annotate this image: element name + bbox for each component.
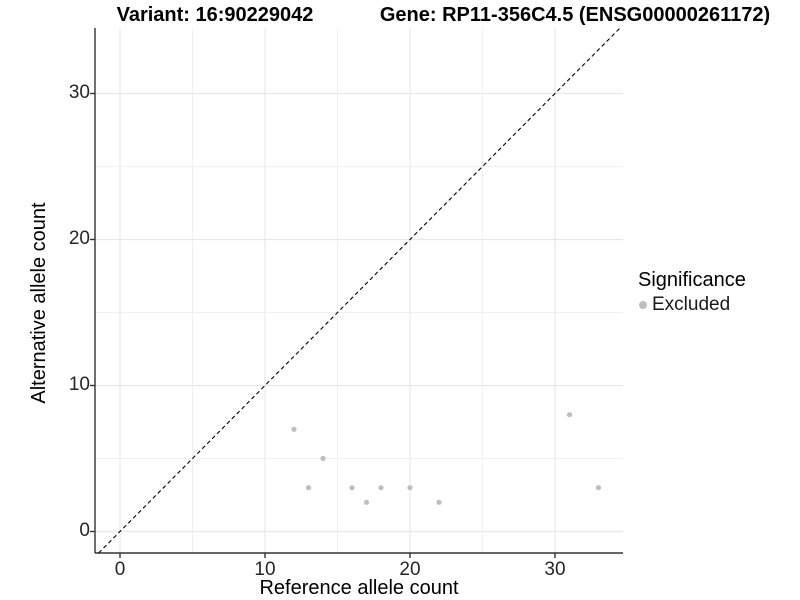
x-axis-title: Reference allele count [259, 577, 459, 599]
data-point [436, 499, 442, 505]
variant-title: Variant: 16:90229042 [116, 4, 314, 26]
x-tick-label-0: 0 [114, 559, 126, 580]
data-point [291, 426, 297, 432]
data-point [349, 485, 355, 491]
major-gridlines [95, 28, 623, 553]
y-tick-label-0: 0 [79, 520, 90, 541]
legend-item-excluded: Excluded [638, 294, 746, 316]
gene-title: Gene: RP11-356C4.5 (ENSG00000261172) [379, 4, 771, 26]
identity-dashed-line [98, 27, 621, 554]
legend-key-dot-icon [639, 301, 647, 309]
data-point [363, 499, 370, 505]
data-point [407, 485, 413, 491]
y-tick-label-30: 30 [68, 82, 90, 103]
y-tick-label-20: 20 [68, 228, 90, 249]
data-point [566, 412, 573, 418]
data-point [378, 485, 384, 491]
tick-marks [90, 92, 556, 558]
x-tick-label-30: 30 [544, 559, 566, 580]
legend-item-label: Excluded [652, 294, 731, 315]
x-tick-label-20: 20 [399, 559, 421, 580]
axis-lines [94, 28, 623, 554]
minor-gridlines [95, 28, 623, 553]
data-points [291, 412, 602, 505]
data-point [595, 485, 602, 491]
identity-line [98, 27, 621, 554]
data-point [305, 485, 312, 491]
y-axis-title: Alternative allele count [28, 202, 50, 404]
legend-title: Significance [638, 269, 746, 291]
data-point [320, 455, 326, 462]
legend: Significance Excluded [638, 269, 746, 316]
x-tick-label-10: 10 [254, 559, 276, 580]
y-tick-label-10: 10 [68, 374, 90, 395]
